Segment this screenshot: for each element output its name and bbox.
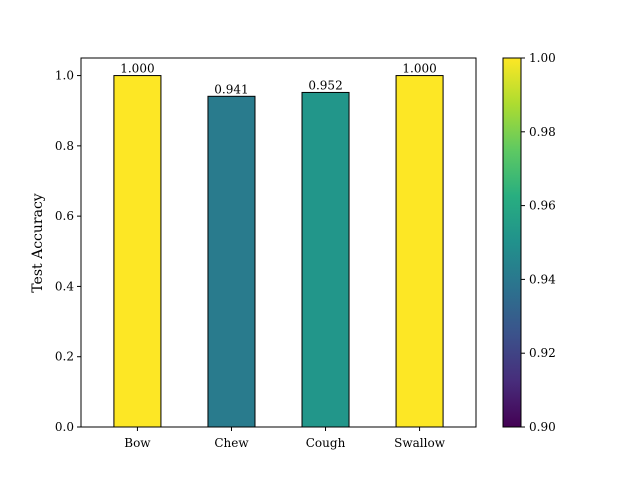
x-tick-label: Chew (214, 436, 249, 450)
data-label: 1.000 (120, 62, 154, 76)
bar-cough (301, 91, 350, 428)
y-tick-label: 0.8 (55, 139, 74, 153)
y-tick-label: 0.6 (55, 209, 74, 223)
colorbar-tick-label: 0.94 (529, 272, 556, 286)
data-label: 0.941 (214, 82, 248, 96)
data-label: 1.000 (402, 62, 436, 76)
colorbar-tick-label: 0.98 (529, 125, 556, 139)
y-tick-label: 0.0 (55, 420, 74, 434)
colorbar-gradient (502, 57, 522, 428)
data-label: 0.952 (308, 78, 342, 92)
x-tick-label: Swallow (394, 436, 446, 450)
y-tick-label: 1.0 (55, 69, 74, 83)
bars-layer: 1.000 0.941 0.952 1.000 (113, 62, 444, 428)
y-axis-label: Test Accuracy (30, 193, 46, 292)
colorbar-tick-label: 1.00 (529, 51, 556, 65)
bar-bow (113, 75, 162, 428)
x-tick-label: Bow (124, 436, 151, 450)
colorbar-tick-label: 0.92 (529, 346, 556, 360)
axes-layer: 0.0 0.2 0.4 0.6 0.8 1.0 Bow Chew Cough Swallow (55, 57, 477, 450)
colorbar-tick-label: 0.96 (529, 199, 556, 213)
plot-frame (80, 57, 477, 428)
colorbar: 0.90 0.92 0.94 0.96 0.98 1.00 (502, 51, 556, 434)
colorbar-tick-label: 0.90 (529, 420, 556, 434)
y-tick-label: 0.4 (55, 279, 74, 293)
bar-swallow (395, 75, 444, 428)
x-tick-label: Cough (306, 436, 346, 450)
y-tick-label: 0.2 (55, 350, 74, 364)
bar-chew (207, 95, 256, 428)
